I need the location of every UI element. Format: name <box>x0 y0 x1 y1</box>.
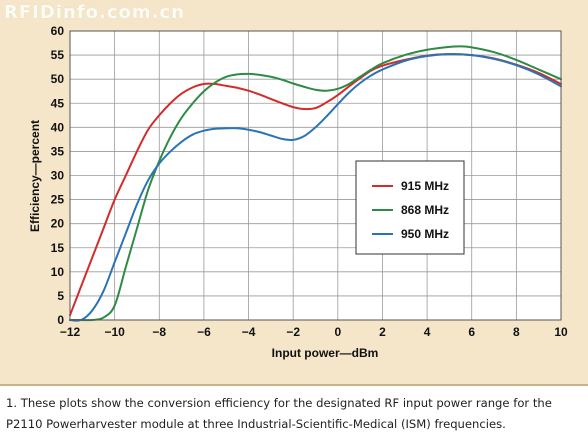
y-tick-label: 10 <box>51 265 65 279</box>
x-tick-label: 8 <box>513 325 520 339</box>
y-tick-label: 0 <box>57 313 64 327</box>
x-tick-label: 0 <box>334 325 341 339</box>
x-tick-label: −2 <box>286 325 300 339</box>
legend-label-915-mhz: 915 MHz <box>401 179 449 193</box>
watermark-text: RFIDinfo.com.cn <box>4 2 185 23</box>
y-tick-label: 55 <box>51 48 65 62</box>
legend-box <box>355 160 465 255</box>
x-tick-label: 4 <box>424 325 431 339</box>
x-tick-label: −4 <box>242 325 256 339</box>
legend-label-950-mhz: 950 MHz <box>401 227 449 241</box>
efficiency-chart: −12 −10 −8 −6 −4 −2 0 2 4 6 8 10 0 5 10 15 20 25 30 35 40 45 5… <box>28 24 568 360</box>
x-tick-label: −6 <box>197 325 211 339</box>
x-tick-label: −8 <box>152 325 166 339</box>
series-line-868-mhz <box>69 45 562 322</box>
plot-frame <box>69 30 562 321</box>
series-lines <box>69 45 562 322</box>
series-line-950-mhz <box>69 53 562 322</box>
x-tick-label: 6 <box>468 325 475 339</box>
y-tick-label: 40 <box>51 120 65 134</box>
y-axis-label: Efficiency—percent <box>28 120 42 232</box>
figure-caption: 1. These plots show the conversion effic… <box>6 396 552 431</box>
legend-label-868-mhz: 868 MHz <box>401 203 449 217</box>
y-tick-label: 50 <box>51 72 65 86</box>
x-tick-label: 10 <box>554 325 568 339</box>
y-tick-label: 35 <box>51 144 65 158</box>
y-tick-label: 5 <box>57 289 64 303</box>
y-tick-label: 15 <box>51 241 65 255</box>
x-tick-label: −12 <box>60 325 81 339</box>
y-tick-label: 30 <box>51 169 65 183</box>
tick-labels: −12 −10 −8 −6 −4 −2 0 2 4 6 8 10 0 5 10 15 20 25 30 35 40 45 5… <box>51 24 568 339</box>
x-tick-label: −10 <box>104 325 125 339</box>
y-tick-label: 20 <box>51 217 65 231</box>
caption-divider <box>0 384 588 386</box>
x-axis-label: Input power—dBm <box>272 346 379 360</box>
x-tick-label: 2 <box>379 325 386 339</box>
legend: 915 MHz 868 MHz 950 MHz <box>355 160 465 255</box>
y-tick-label: 60 <box>51 24 65 38</box>
y-tick-label: 45 <box>51 96 65 110</box>
y-tick-label: 25 <box>51 193 65 207</box>
